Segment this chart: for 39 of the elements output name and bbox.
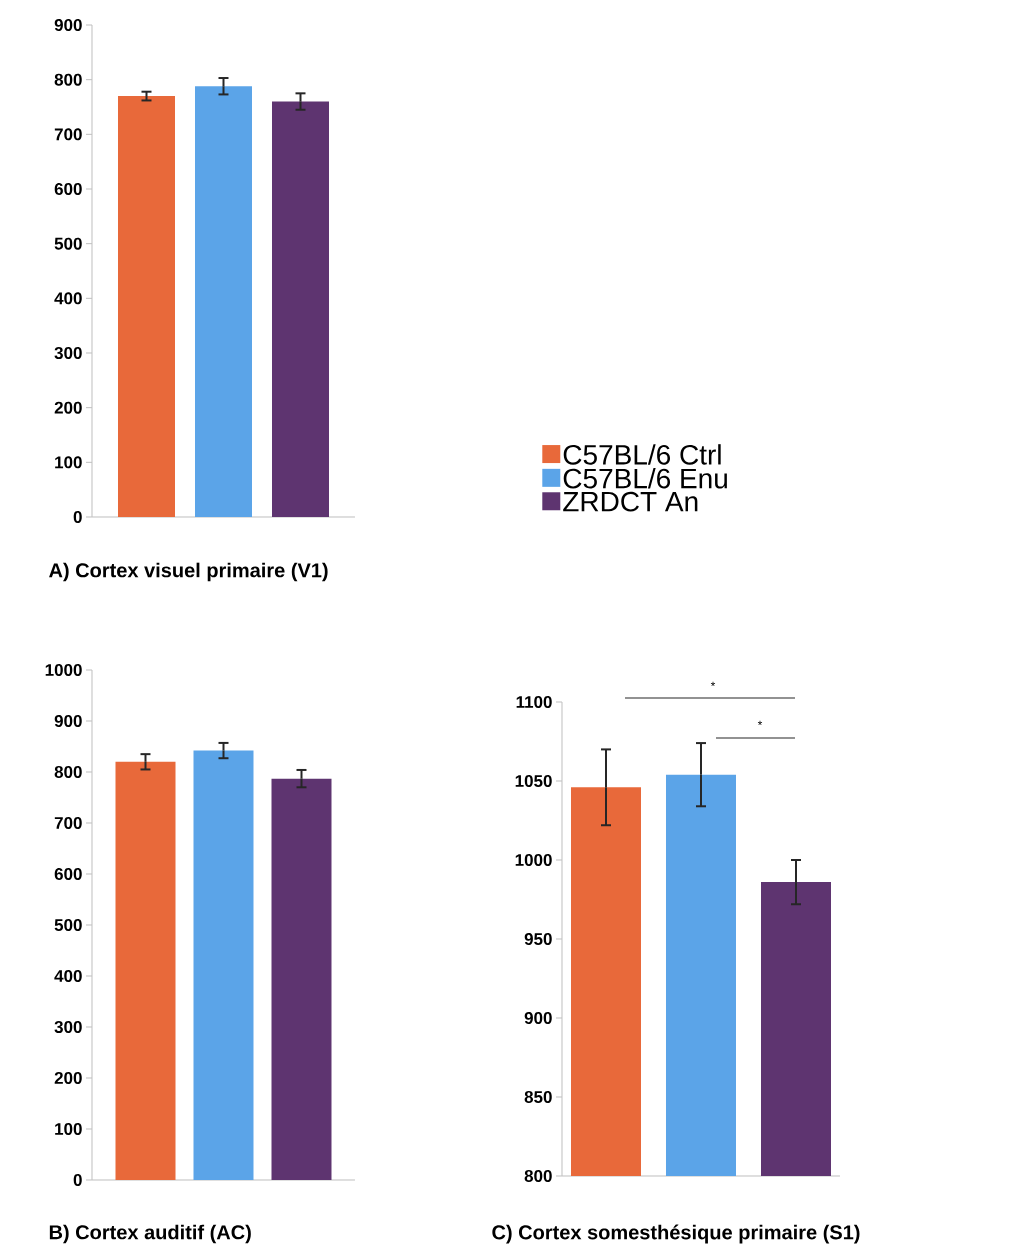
y-tick-label: 800 (524, 1169, 552, 1183)
y-tick-label: 200 (54, 401, 82, 414)
y-tick-label: 400 (54, 292, 82, 305)
y-tick-label: 100 (55, 1122, 82, 1136)
y-tick-label: 800 (54, 765, 82, 779)
y-tick-label: 1000 (515, 853, 552, 867)
bar (193, 750, 254, 1180)
y-tick-label: 900 (524, 1011, 552, 1025)
annotation: * (757, 720, 763, 726)
text: * (710, 681, 716, 687)
y-tick-label: 500 (54, 237, 82, 250)
legend-label: C57BL/6 Ctrl (563, 444, 721, 465)
text: C) Cortex somesthésique primaire (S1) (492, 1224, 860, 1244)
y-tick-label: 300 (54, 1020, 82, 1034)
y-tick-label: 400 (54, 969, 82, 983)
y-tick-label: 900 (54, 714, 82, 728)
y-tick-label: 500 (54, 918, 82, 932)
y-tick-label: 1000 (45, 663, 82, 677)
y-tick-label: 200 (54, 1071, 82, 1085)
y-tick-label: 1050 (515, 774, 552, 788)
y-tick-label: 700 (54, 816, 82, 830)
y-tick-label: 900 (54, 18, 82, 32)
y-tick-label: 0 (73, 1173, 82, 1187)
legend-label: C57BL/6 Enu (563, 467, 727, 489)
y-tick-label: 100 (55, 456, 82, 469)
text: B) Cortex auditif (AC) (49, 1224, 251, 1244)
y-tick-label: 800 (54, 73, 82, 86)
y-tick-label: 600 (54, 182, 82, 196)
bar (271, 778, 332, 1180)
y-tick-label: 850 (524, 1090, 552, 1104)
y-tick-label: 1100 (516, 695, 552, 709)
y-tick-label: 0 (73, 510, 82, 524)
legend-label: ZRDCT An (563, 491, 698, 512)
y-tick-label: 600 (54, 867, 82, 881)
y-tick-label: 300 (54, 346, 82, 360)
bar (115, 761, 176, 1180)
y-tick-label: 700 (54, 128, 82, 141)
y-tick-label: 950 (524, 932, 552, 946)
text: A) Cortex visuel primaire (V1) (49, 562, 328, 582)
